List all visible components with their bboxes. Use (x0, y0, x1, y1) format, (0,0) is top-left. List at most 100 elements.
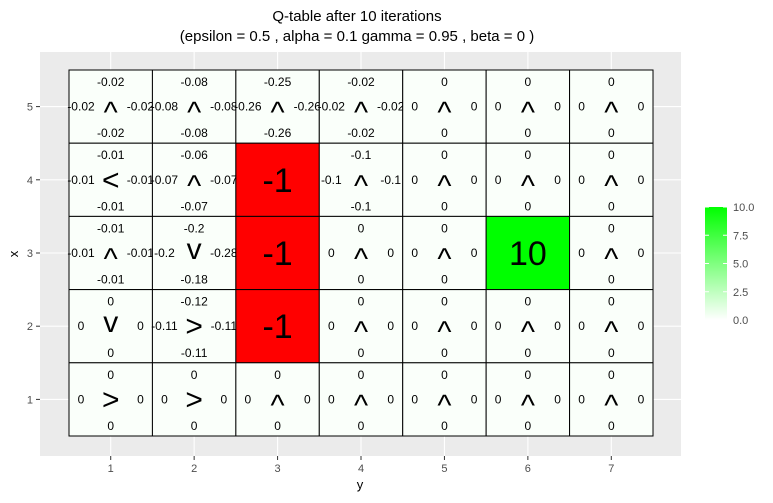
policy-arrow: < (102, 164, 120, 197)
q-cell-tile (318, 289, 404, 364)
q-value-right: -0.26 (294, 100, 322, 114)
q-value-down: -0.07 (180, 199, 208, 213)
q-cell-tile (402, 142, 487, 217)
chart-title-line2: (epsilon = 0.5 , alpha = 0.1 gamma = 0.9… (180, 28, 534, 45)
policy-arrow: ^ (437, 389, 451, 422)
q-cell: -0.2 -0.18 -0.2 -0.28 v (151, 215, 238, 291)
q-value-up: 0 (608, 221, 615, 235)
policy-arrow: ^ (354, 97, 368, 130)
q-value-left: 0 (328, 392, 335, 406)
q-cell-tile (569, 362, 654, 437)
q-value-left: -0.1 (321, 173, 342, 187)
q-value-up: 0 (358, 368, 365, 382)
q-value-left: 0 (495, 319, 502, 333)
policy-arrow: ^ (521, 316, 535, 349)
q-value-up: 0 (441, 75, 448, 89)
q-value-right: 0 (554, 392, 561, 406)
q-cell-tile (235, 362, 320, 437)
q-value-left: 0 (495, 392, 502, 406)
q-value-down: 0 (608, 126, 615, 140)
q-cell: 000 0^ (485, 69, 571, 144)
q-value-down: 0 (441, 126, 448, 140)
q-value-up: -0.01 (97, 148, 125, 162)
q-value-right: 0 (304, 392, 311, 406)
q-value-down: 0 (441, 419, 448, 433)
q-value-left: 0 (78, 319, 85, 333)
q-value-up: -0.25 (264, 75, 292, 89)
q-cell-tile (68, 215, 153, 291)
q-value-down: 0 (107, 419, 114, 433)
q-value-left: 0 (78, 392, 85, 406)
chart-title-line1: Q-table after 10 iterations (272, 8, 441, 25)
q-value-up: -0.2 (184, 221, 205, 235)
q-cell: 000 0^ (569, 142, 654, 217)
policy-arrow: ^ (604, 243, 618, 276)
q-value-down: -0.1 (351, 199, 372, 213)
y-tick-label: 1 (27, 394, 33, 406)
q-value-left: -0.2 (154, 246, 175, 260)
q-cell-tile (318, 69, 404, 144)
cells-layer: -0.02-0.02-0.02 -0.02^-0.08-0.08-0.08 -0.0… (67, 69, 654, 437)
q-value-right: 0 (638, 100, 645, 114)
q-value-right: -0.01 (127, 173, 155, 187)
q-value-up: 0 (441, 221, 448, 235)
q-cell: 000 0^ (569, 215, 654, 291)
policy-arrow: ^ (271, 389, 285, 422)
q-cell: 000 0^ (235, 362, 320, 437)
q-value-left: 0 (578, 246, 585, 260)
q-value-up: 0 (608, 148, 615, 162)
policy-arrow: ^ (104, 97, 118, 130)
q-value-down: -0.26 (264, 126, 292, 140)
q-value-right: 0 (554, 173, 561, 187)
q-cell: 000 0^ (402, 215, 487, 291)
q-value-up: 0 (441, 295, 448, 309)
q-value-up: -0.06 (180, 148, 208, 162)
q-value-up: 0 (358, 295, 365, 309)
q-value-up: -0.08 (180, 75, 208, 89)
q-cell: -1 (235, 289, 320, 364)
q-value-up: -0.02 (347, 75, 375, 89)
q-value-right: 0 (471, 246, 478, 260)
q-value-right: 0 (221, 392, 228, 406)
q-cell: -0.02-0.02-0.02 -0.02^ (67, 69, 154, 144)
q-value-right: -0.08 (210, 100, 238, 114)
q-value-up: 0 (441, 368, 448, 382)
policy-arrow: > (185, 310, 203, 343)
policy-arrow: ^ (521, 97, 535, 130)
q-cell: 000 0> (151, 362, 237, 437)
q-cell-tile (235, 69, 320, 144)
legend-tick-label: 10.0 (733, 202, 754, 214)
q-cell-tile (235, 142, 320, 217)
q-cell-tile (485, 142, 571, 217)
legend-tick-label: 0.0 (733, 315, 748, 327)
q-value-right: -0.07 (210, 173, 238, 187)
policy-arrow: v (103, 306, 118, 339)
q-value-up: -0.12 (180, 295, 208, 309)
q-value-up: -0.01 (97, 221, 125, 235)
policy-arrow: ^ (437, 243, 451, 276)
q-value-left: 0 (411, 173, 418, 187)
q-value-left: 0 (161, 392, 168, 406)
q-value-left: 0 (245, 392, 252, 406)
q-cell: -0.12-0.11-0.11 -0.11> (151, 289, 237, 364)
q-value-down: 0 (608, 273, 615, 287)
q-cell-tile (68, 69, 153, 144)
policy-arrow: ^ (604, 170, 618, 203)
policy-arrow: ^ (104, 243, 118, 276)
policy-arrow: ^ (604, 389, 618, 422)
q-value-down: 0 (608, 346, 615, 360)
q-value-left: 0 (328, 246, 335, 260)
q-value-right: 0 (387, 319, 394, 333)
q-cell-tile (485, 362, 571, 437)
q-value-right: 0 (471, 173, 478, 187)
q-value-right: 0 (554, 100, 561, 114)
q-cell: -1 (235, 215, 320, 291)
q-cell-tile (569, 69, 654, 144)
q-cell-tile (151, 362, 237, 437)
q-value-right: 0 (638, 392, 645, 406)
q-cell-tile (402, 289, 487, 364)
legend-tick-label: 2.5 (733, 287, 748, 299)
q-value-right: 0 (137, 319, 144, 333)
